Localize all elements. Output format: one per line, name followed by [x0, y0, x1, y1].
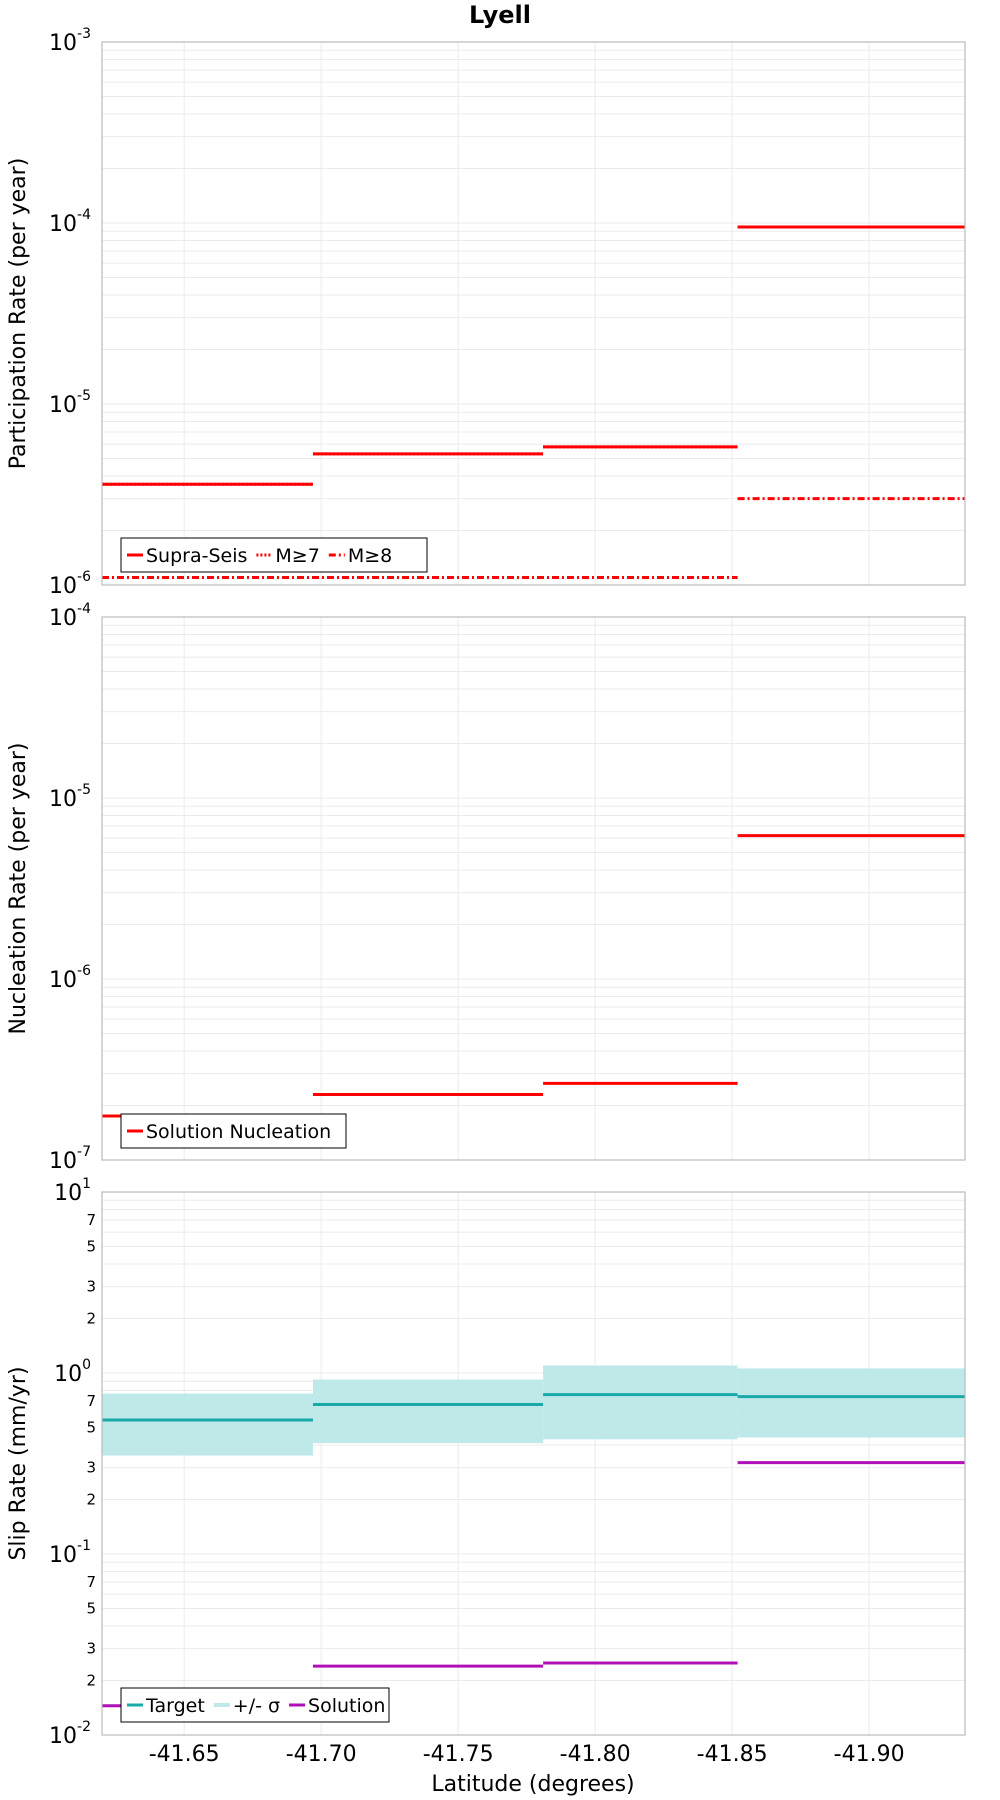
- y-tick-label: 10-3: [49, 26, 91, 56]
- y-tick-label: 10-6: [49, 963, 91, 993]
- y-tick-exponent: 1: [82, 1176, 91, 1192]
- y-tick-label: 10-4: [49, 601, 91, 631]
- y-tick-label: 10-1: [49, 1538, 91, 1568]
- y-tick-label: 10-6: [49, 569, 91, 599]
- y-tick-base: 10: [54, 1362, 82, 1387]
- y-minor-tick-label: 3: [86, 1459, 96, 1477]
- plot-frame: [101, 616, 966, 1161]
- y-tick-base: 10: [49, 574, 77, 599]
- legend-label-supra-seis: Supra-Seis: [146, 545, 247, 567]
- y-tick-base: 10: [49, 1149, 77, 1174]
- y-axis-label: Slip Rate (mm/yr): [6, 1366, 31, 1560]
- y-tick-exponent: -1: [77, 1538, 91, 1554]
- y-axis-label: Nucleation Rate (per year): [6, 743, 31, 1035]
- legend-label-m-8: M≥8: [348, 545, 392, 567]
- y-minor-tick-label: 3: [86, 1640, 96, 1658]
- y-tick-base: 10: [49, 1543, 77, 1568]
- y-minor-tick-label: 2: [86, 1310, 96, 1328]
- y-tick-base: 10: [49, 393, 77, 418]
- y-tick-exponent: -2: [77, 1719, 91, 1735]
- y-tick-exponent: -5: [77, 388, 91, 404]
- y-tick-exponent: -3: [77, 26, 91, 42]
- x-tick-label: -41.65: [149, 1742, 220, 1767]
- legend-box: [120, 537, 428, 573]
- y-tick-base: 10: [54, 1181, 82, 1206]
- y-minor-tick-label: 7: [86, 1573, 96, 1591]
- sigma-band: [312, 1379, 544, 1444]
- x-tick-label: -41.85: [697, 1742, 768, 1767]
- legend-label-solution-nucleation: Solution Nucleation: [146, 1121, 331, 1143]
- x-tick-label: -41.90: [834, 1742, 905, 1767]
- sigma-band: [543, 1365, 738, 1440]
- legend: Target +/- σ Solution: [120, 1687, 390, 1723]
- y-tick-label: 100: [54, 1357, 91, 1387]
- legend-label-solution: Solution: [308, 1695, 385, 1717]
- legend: Solution Nucleation: [120, 1113, 347, 1149]
- y-tick-base: 10: [49, 968, 77, 993]
- legend-box: [120, 1687, 390, 1723]
- legend-label-target: Target: [145, 1695, 205, 1717]
- x-tick-label: -41.80: [560, 1742, 631, 1767]
- y-tick-exponent: -4: [77, 207, 91, 223]
- y-minor-tick-label: 5: [86, 1599, 96, 1617]
- y-tick-exponent: 0: [82, 1357, 91, 1373]
- y-minor-tick-label: 5: [86, 1418, 96, 1436]
- y-tick-exponent: -5: [77, 782, 91, 798]
- y-tick-label: 10-7: [49, 1144, 91, 1174]
- y-tick-exponent: -4: [77, 601, 91, 617]
- legend-label-m-7: M≥7: [275, 545, 319, 567]
- y-minor-tick-label: 2: [86, 1672, 96, 1690]
- y-minor-tick-label: 2: [86, 1491, 96, 1509]
- legend: Supra-Seis M≥7 M≥8: [120, 537, 428, 573]
- y-minor-tick-label: 7: [86, 1211, 96, 1229]
- y-tick-base: 10: [49, 1724, 77, 1749]
- y-tick-label: 10-5: [49, 782, 91, 812]
- y-minor-tick-label: 3: [86, 1278, 96, 1296]
- legend-box: [120, 1113, 347, 1149]
- sigma-band: [737, 1368, 965, 1438]
- plot-frame: [101, 41, 966, 586]
- series-group: [102, 1365, 965, 1708]
- y-tick-exponent: -7: [77, 1144, 91, 1160]
- y-tick-label: 10-5: [49, 388, 91, 418]
- sigma-band: [102, 1393, 313, 1456]
- chart-title: Lyell: [469, 1, 531, 29]
- y-tick-label: 10-2: [49, 1719, 91, 1749]
- series-group: [102, 225, 965, 580]
- y-tick-base: 10: [49, 31, 77, 56]
- y-tick-base: 10: [49, 787, 77, 812]
- y-tick-base: 10: [49, 212, 77, 237]
- y-tick-base: 10: [49, 606, 77, 631]
- x-axis-label: Latitude (degrees): [431, 1772, 634, 1797]
- x-tick-label: -41.75: [423, 1742, 494, 1767]
- y-axis-label: Participation Rate (per year): [6, 158, 31, 470]
- legend-label-: +/- σ: [233, 1695, 280, 1717]
- y-tick-label: 101: [54, 1176, 91, 1206]
- x-tick-label: -41.70: [286, 1742, 357, 1767]
- y-minor-tick-label: 7: [86, 1392, 96, 1410]
- plot-frame: [101, 1191, 966, 1736]
- y-tick-exponent: -6: [77, 569, 91, 585]
- y-tick-label: 10-4: [49, 207, 91, 237]
- y-minor-tick-label: 5: [86, 1237, 96, 1255]
- y-tick-exponent: -6: [77, 963, 91, 979]
